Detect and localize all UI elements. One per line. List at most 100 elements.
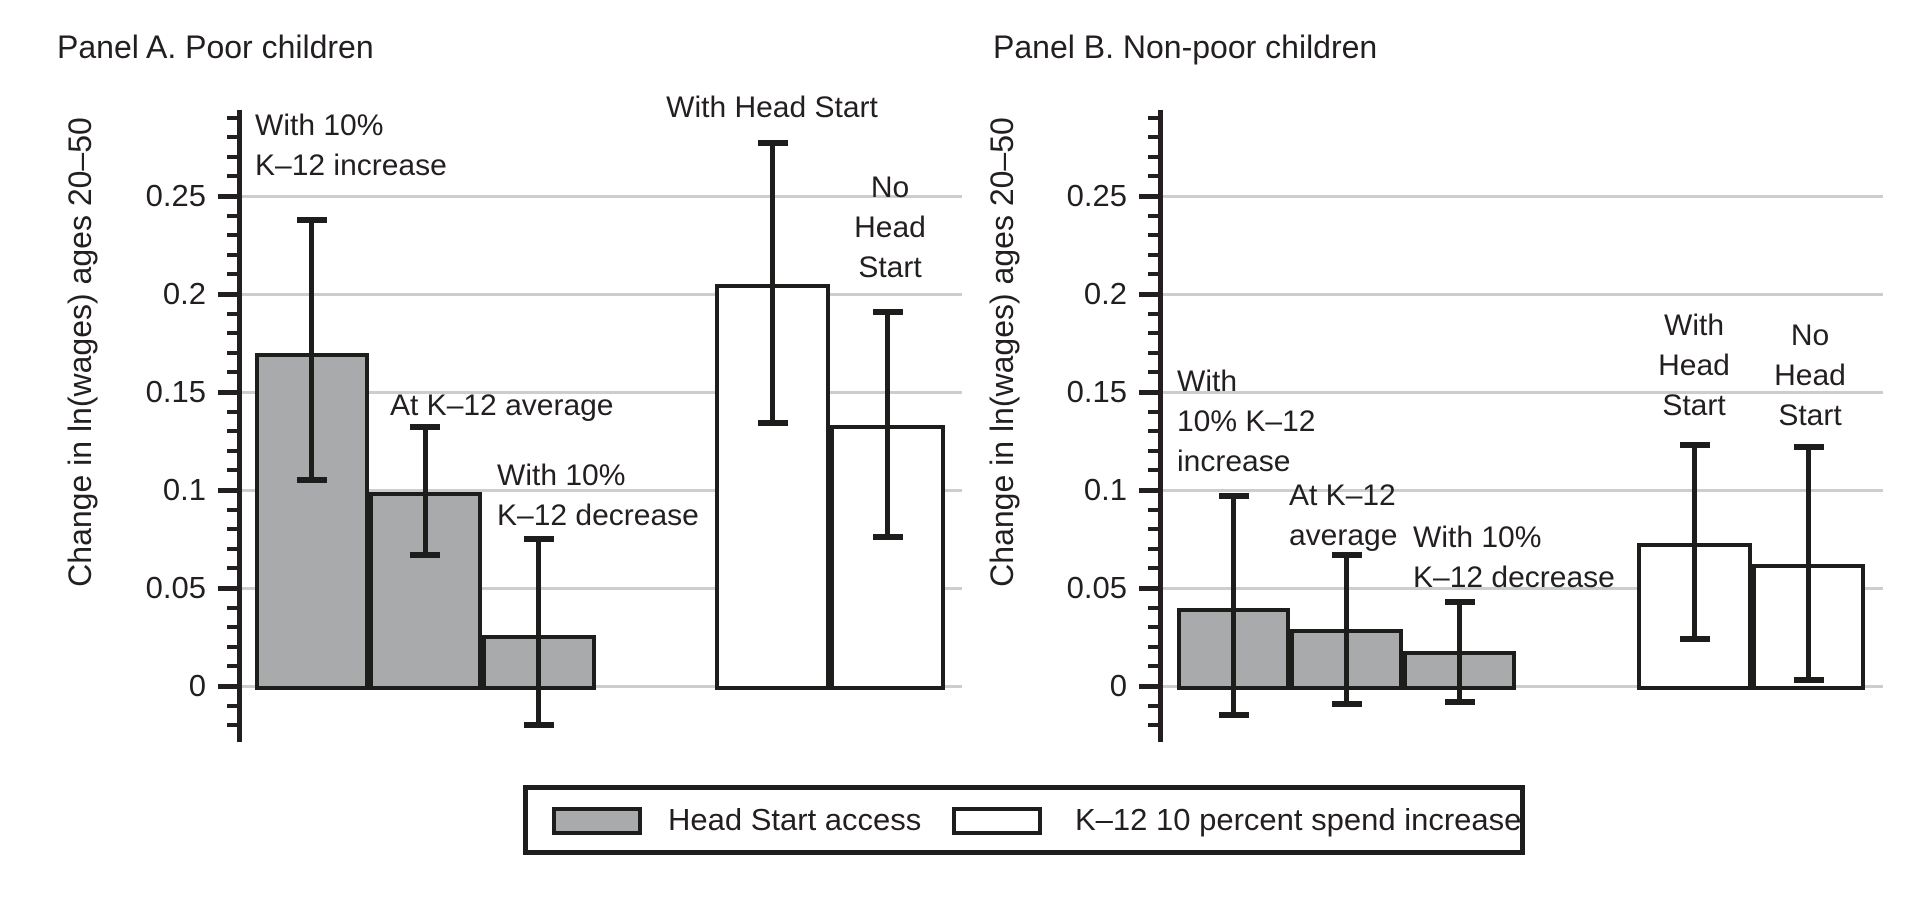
- minor-tick: [227, 115, 240, 120]
- error-bar: [770, 143, 775, 424]
- legend-swatch-head-start-access: [552, 807, 642, 835]
- minor-tick: [1148, 625, 1161, 630]
- minor-tick: [1148, 409, 1161, 414]
- minor-tick: [227, 507, 240, 512]
- error-bar: [1344, 554, 1349, 704]
- minor-tick: [227, 174, 240, 179]
- annotation-a4: With Head Start: [666, 91, 878, 124]
- error-bar-cap-top: [1679, 441, 1710, 448]
- minor-tick: [227, 233, 240, 238]
- error-bar: [1457, 601, 1462, 702]
- major-tick: [1139, 683, 1161, 689]
- error-bar-cap-bottom: [872, 534, 903, 541]
- error-bar-cap-top: [872, 308, 903, 315]
- annotation-b2: At K–12 average: [1289, 479, 1398, 552]
- legend: Head Start access K–12 10 percent spend …: [523, 785, 1525, 855]
- error-bar-cap-top: [1218, 492, 1249, 499]
- minor-tick: [227, 625, 240, 630]
- minor-tick: [1148, 370, 1161, 375]
- minor-tick: [227, 448, 240, 453]
- gridline: [1161, 586, 1883, 590]
- error-bar-cap-bottom: [1444, 698, 1475, 705]
- minor-tick: [1148, 507, 1161, 512]
- error-bar-cap-bottom: [523, 722, 554, 729]
- minor-tick: [227, 252, 240, 257]
- gridline: [240, 292, 962, 296]
- minor-tick: [1148, 154, 1161, 159]
- minor-tick: [1148, 566, 1161, 571]
- y-tick-label: 0.05: [1066, 570, 1127, 605]
- panel-title: Panel A. Poor children: [57, 29, 374, 65]
- annotation-a1: With 10% K–12 increase: [255, 109, 447, 182]
- y-tick-label: 0.25: [145, 178, 206, 213]
- error-bar-cap-bottom: [757, 420, 788, 427]
- minor-tick: [1148, 605, 1161, 610]
- error-bar: [1692, 444, 1697, 639]
- error-bar-cap-top: [757, 140, 788, 147]
- legend-swatch-k12-spend-increase: [952, 807, 1042, 835]
- annotation-b3: With 10% K–12 decrease: [1413, 521, 1615, 594]
- minor-tick: [227, 331, 240, 336]
- error-bar-cap-bottom: [1793, 677, 1824, 684]
- major-tick: [1139, 487, 1161, 493]
- gridline: [1161, 488, 1883, 492]
- minor-tick: [227, 429, 240, 434]
- minor-tick: [1148, 429, 1161, 434]
- error-bar: [536, 539, 542, 726]
- y-tick-label: 0: [188, 668, 206, 703]
- minor-tick: [1148, 644, 1161, 649]
- legend-label-head-start-access: Head Start access: [668, 802, 922, 837]
- minor-tick: [227, 605, 240, 610]
- error-bar-cap-top: [1793, 443, 1824, 450]
- annotation-b1: With 10% K–12 increase: [1177, 365, 1316, 478]
- error-bar-cap-bottom: [1218, 712, 1249, 719]
- error-bar-cap-bottom: [410, 551, 441, 558]
- major-tick: [218, 193, 240, 199]
- minor-tick: [1148, 331, 1161, 336]
- annotation-b5: No Head Start: [1774, 319, 1846, 432]
- minor-tick: [1148, 233, 1161, 238]
- minor-tick: [227, 703, 240, 708]
- minor-tick: [227, 370, 240, 375]
- major-tick: [218, 389, 240, 395]
- y-tick-label: 0.1: [162, 472, 206, 507]
- annotation-a3: With 10% K–12 decrease: [497, 459, 699, 532]
- minor-tick: [1148, 252, 1161, 257]
- y-tick-label: 0.2: [1083, 276, 1127, 311]
- minor-tick: [227, 546, 240, 551]
- bar-white: [830, 425, 945, 690]
- minor-tick: [227, 723, 240, 728]
- error-bar: [309, 219, 315, 481]
- y-axis-line: [1158, 110, 1163, 742]
- y-tick-label: 0.2: [162, 276, 206, 311]
- error-bar: [1231, 495, 1236, 716]
- minor-tick: [1148, 527, 1161, 532]
- major-tick: [218, 585, 240, 591]
- minor-tick: [227, 154, 240, 159]
- minor-tick: [1148, 272, 1161, 277]
- gridline: [1161, 390, 1883, 394]
- minor-tick: [1148, 350, 1161, 355]
- gridline: [240, 390, 962, 394]
- y-axis-line: [237, 110, 242, 742]
- minor-tick: [227, 527, 240, 532]
- error-bar-cap-bottom: [296, 477, 327, 484]
- minor-tick: [227, 272, 240, 277]
- gridline: [1161, 684, 1883, 688]
- minor-tick: [1148, 664, 1161, 669]
- minor-tick: [1148, 174, 1161, 179]
- major-tick: [1139, 389, 1161, 395]
- minor-tick: [1148, 448, 1161, 453]
- major-tick: [1139, 193, 1161, 199]
- minor-tick: [227, 213, 240, 218]
- minor-tick: [1148, 311, 1161, 316]
- minor-tick: [1148, 703, 1161, 708]
- error-bar-cap-top: [410, 424, 441, 431]
- y-tick-label: 0.15: [1066, 374, 1127, 409]
- minor-tick: [1148, 546, 1161, 551]
- error-bar-cap-bottom: [1679, 635, 1710, 642]
- error-bar: [1806, 446, 1811, 681]
- major-tick: [218, 683, 240, 689]
- legend-label-k12-spend-increase: K–12 10 percent spend increase: [1075, 802, 1522, 837]
